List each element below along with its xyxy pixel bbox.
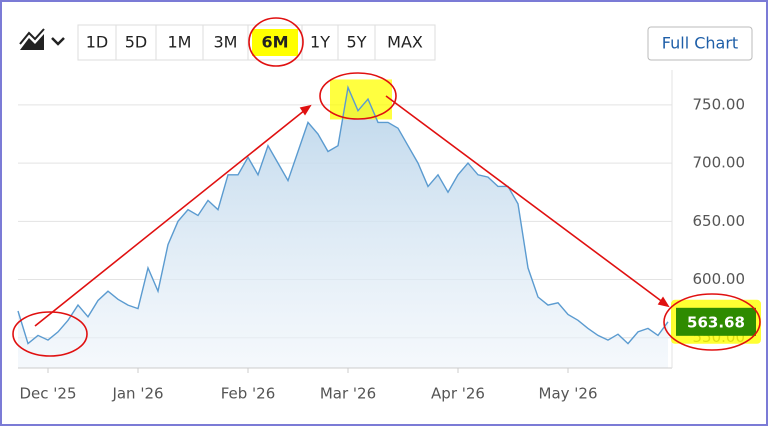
range-button[interactable]: 5Y [347, 33, 367, 52]
x-tick-label: Mar '26 [320, 385, 376, 403]
x-tick-label: May '26 [539, 385, 598, 403]
x-tick-label: Feb '26 [221, 385, 276, 403]
range-button[interactable]: 6M [261, 33, 288, 52]
range-button[interactable]: 1D [86, 33, 109, 52]
y-tick-label: 750.00 [693, 95, 746, 113]
x-tick-label: Jan '26 [111, 385, 163, 403]
y-tick-label: 700.00 [693, 154, 746, 172]
x-tick-label: Dec '25 [19, 385, 76, 403]
range-button[interactable]: 1Y [310, 33, 330, 52]
x-tick-label: Apr '26 [431, 385, 485, 403]
chart-type-icon[interactable] [19, 28, 65, 50]
peak-highlight [330, 79, 392, 120]
range-button[interactable]: 1M [168, 33, 192, 52]
y-tick-label: 600.00 [693, 270, 746, 288]
selected-highlight [252, 29, 298, 56]
full-chart-label[interactable]: Full Chart [662, 34, 738, 53]
range-button[interactable]: 5D [125, 33, 148, 52]
area [18, 87, 668, 368]
last-price-label: 563.68 [687, 313, 745, 331]
range-button[interactable]: MAX [387, 33, 423, 52]
annotations [12, 17, 761, 357]
range-button[interactable]: 3M [214, 33, 238, 52]
y-tick-label: 650.00 [693, 212, 746, 230]
last-price-box [676, 307, 756, 336]
full-chart-button[interactable] [647, 26, 753, 61]
